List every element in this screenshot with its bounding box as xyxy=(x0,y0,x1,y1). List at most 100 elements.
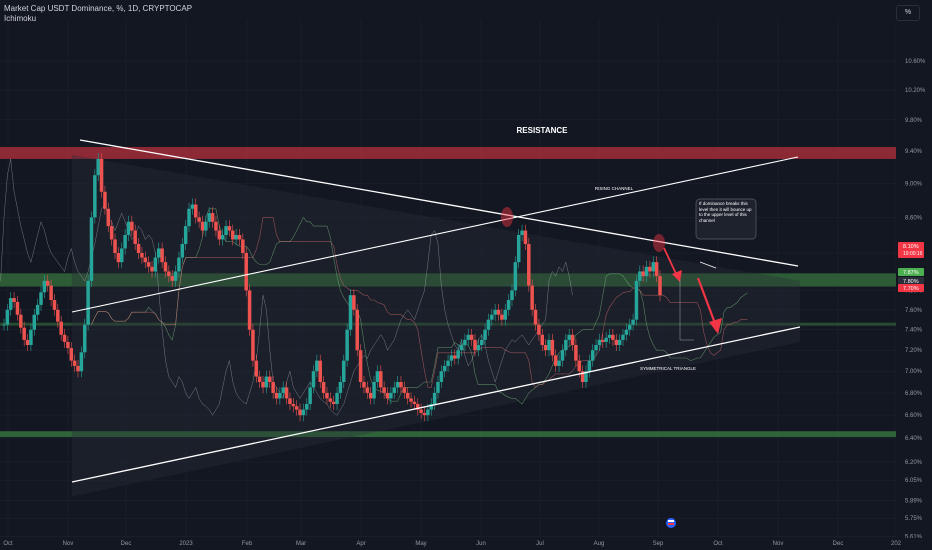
candle-body xyxy=(19,314,23,328)
candle-body xyxy=(496,309,501,315)
candle-body xyxy=(500,314,504,320)
candle-body xyxy=(553,355,558,366)
candle-body xyxy=(631,319,635,325)
candle-body xyxy=(177,257,181,272)
y-tick-label: 5.75% xyxy=(905,516,923,522)
candle-body xyxy=(5,309,10,325)
triangle-upper-line xyxy=(79,139,799,267)
candle-body xyxy=(288,398,292,404)
candle-body xyxy=(79,352,84,372)
price-label-text: 7.70% xyxy=(903,286,919,292)
candle-body xyxy=(648,266,652,272)
candle-body xyxy=(190,204,195,209)
candle-body xyxy=(654,262,659,277)
candle-body xyxy=(405,392,410,399)
indicator-label[interactable]: Ichimoku xyxy=(4,14,37,23)
candle-body xyxy=(15,301,20,315)
support-zone-upper xyxy=(0,273,896,287)
candle-body xyxy=(315,360,319,372)
candle-body xyxy=(342,360,346,382)
candle-body xyxy=(466,334,470,340)
candle-body xyxy=(409,398,413,402)
candle-body xyxy=(493,309,497,315)
candle-body xyxy=(570,334,575,346)
candle-body xyxy=(257,376,262,382)
candle-body xyxy=(301,409,306,416)
candle-body xyxy=(156,248,161,258)
y-tick-label: 9.00% xyxy=(905,181,923,187)
trendline-drawings xyxy=(71,139,801,483)
candle-body xyxy=(547,339,551,351)
candle-body xyxy=(8,298,13,310)
y-tick-label: 6.40% xyxy=(905,436,923,442)
candle-body xyxy=(338,381,343,393)
candle-body xyxy=(86,280,90,325)
candle-body xyxy=(476,345,481,351)
candle-body xyxy=(372,381,376,399)
candle-body xyxy=(234,234,238,240)
candle-body xyxy=(45,280,50,286)
candle-body xyxy=(170,276,174,281)
candle-body xyxy=(163,262,168,272)
price-label-bg xyxy=(898,268,924,276)
candle-body xyxy=(651,262,656,272)
candle-body xyxy=(66,341,70,349)
resistance-zone xyxy=(0,146,896,159)
horizontal-zones xyxy=(0,146,896,497)
annotation-note-box: If dominance breaks this level then it w… xyxy=(695,198,757,240)
candle-body xyxy=(180,243,185,258)
candle-body xyxy=(449,355,454,361)
candle-body xyxy=(274,392,279,399)
projection-box xyxy=(679,280,694,341)
x-tick-label: Sep xyxy=(653,541,664,547)
candle-body xyxy=(268,376,272,382)
candle-body xyxy=(533,309,538,325)
candle-body xyxy=(187,208,191,227)
flag-icon[interactable] xyxy=(666,518,676,528)
arrow-head-1 xyxy=(672,270,682,282)
percent-scale-button[interactable]: % xyxy=(896,5,920,21)
candle-body xyxy=(25,339,30,346)
rising-channel-line xyxy=(71,156,799,313)
candle-body xyxy=(146,262,151,267)
candle-body xyxy=(601,339,605,342)
candle-body xyxy=(614,339,619,346)
candle-body xyxy=(2,324,6,326)
candle-body xyxy=(59,321,63,335)
candle-body xyxy=(321,381,326,393)
candle-body xyxy=(621,334,625,340)
candle-body xyxy=(422,412,427,416)
x-tick-label: Aug xyxy=(594,541,605,547)
x-tick-label: Mar xyxy=(296,541,306,547)
x-tick-label: Dec xyxy=(121,541,132,547)
x-tick-label: Jul xyxy=(536,541,544,547)
candle-body xyxy=(89,217,94,281)
candle-body xyxy=(638,271,642,281)
candle-body xyxy=(99,158,104,192)
x-tick-label: 2023 xyxy=(179,541,193,547)
candle-body xyxy=(453,355,457,359)
candle-body xyxy=(527,243,531,286)
candle-body xyxy=(382,387,386,393)
candle-body xyxy=(436,381,440,393)
candle-body xyxy=(590,350,595,361)
candle-body xyxy=(294,406,299,410)
candle-body xyxy=(331,401,336,404)
candle-body xyxy=(402,387,407,393)
candle-body xyxy=(220,234,225,240)
price-label-bg xyxy=(898,277,924,284)
annotation-symmetrical-triangle: SYMMETRICAL TRIANGLE xyxy=(640,366,696,371)
candle-body xyxy=(634,280,639,320)
annotations: RESISTANCE RISING CHANNEL SYMMETRICAL TR… xyxy=(517,126,757,371)
projection-path xyxy=(699,261,717,269)
candle-body xyxy=(368,392,373,399)
candle-body xyxy=(264,376,269,388)
candle-body xyxy=(311,371,316,388)
x-axis[interactable]: Oct Nov Dec 2023 Feb Mar Apr May Jun Jul Aug Sep Oct… xyxy=(0,538,932,550)
candle-body xyxy=(510,290,514,301)
x-tick-label: Nov xyxy=(63,541,74,547)
candle-body xyxy=(244,252,248,291)
candle-body xyxy=(62,334,67,342)
candle-body xyxy=(291,403,296,407)
